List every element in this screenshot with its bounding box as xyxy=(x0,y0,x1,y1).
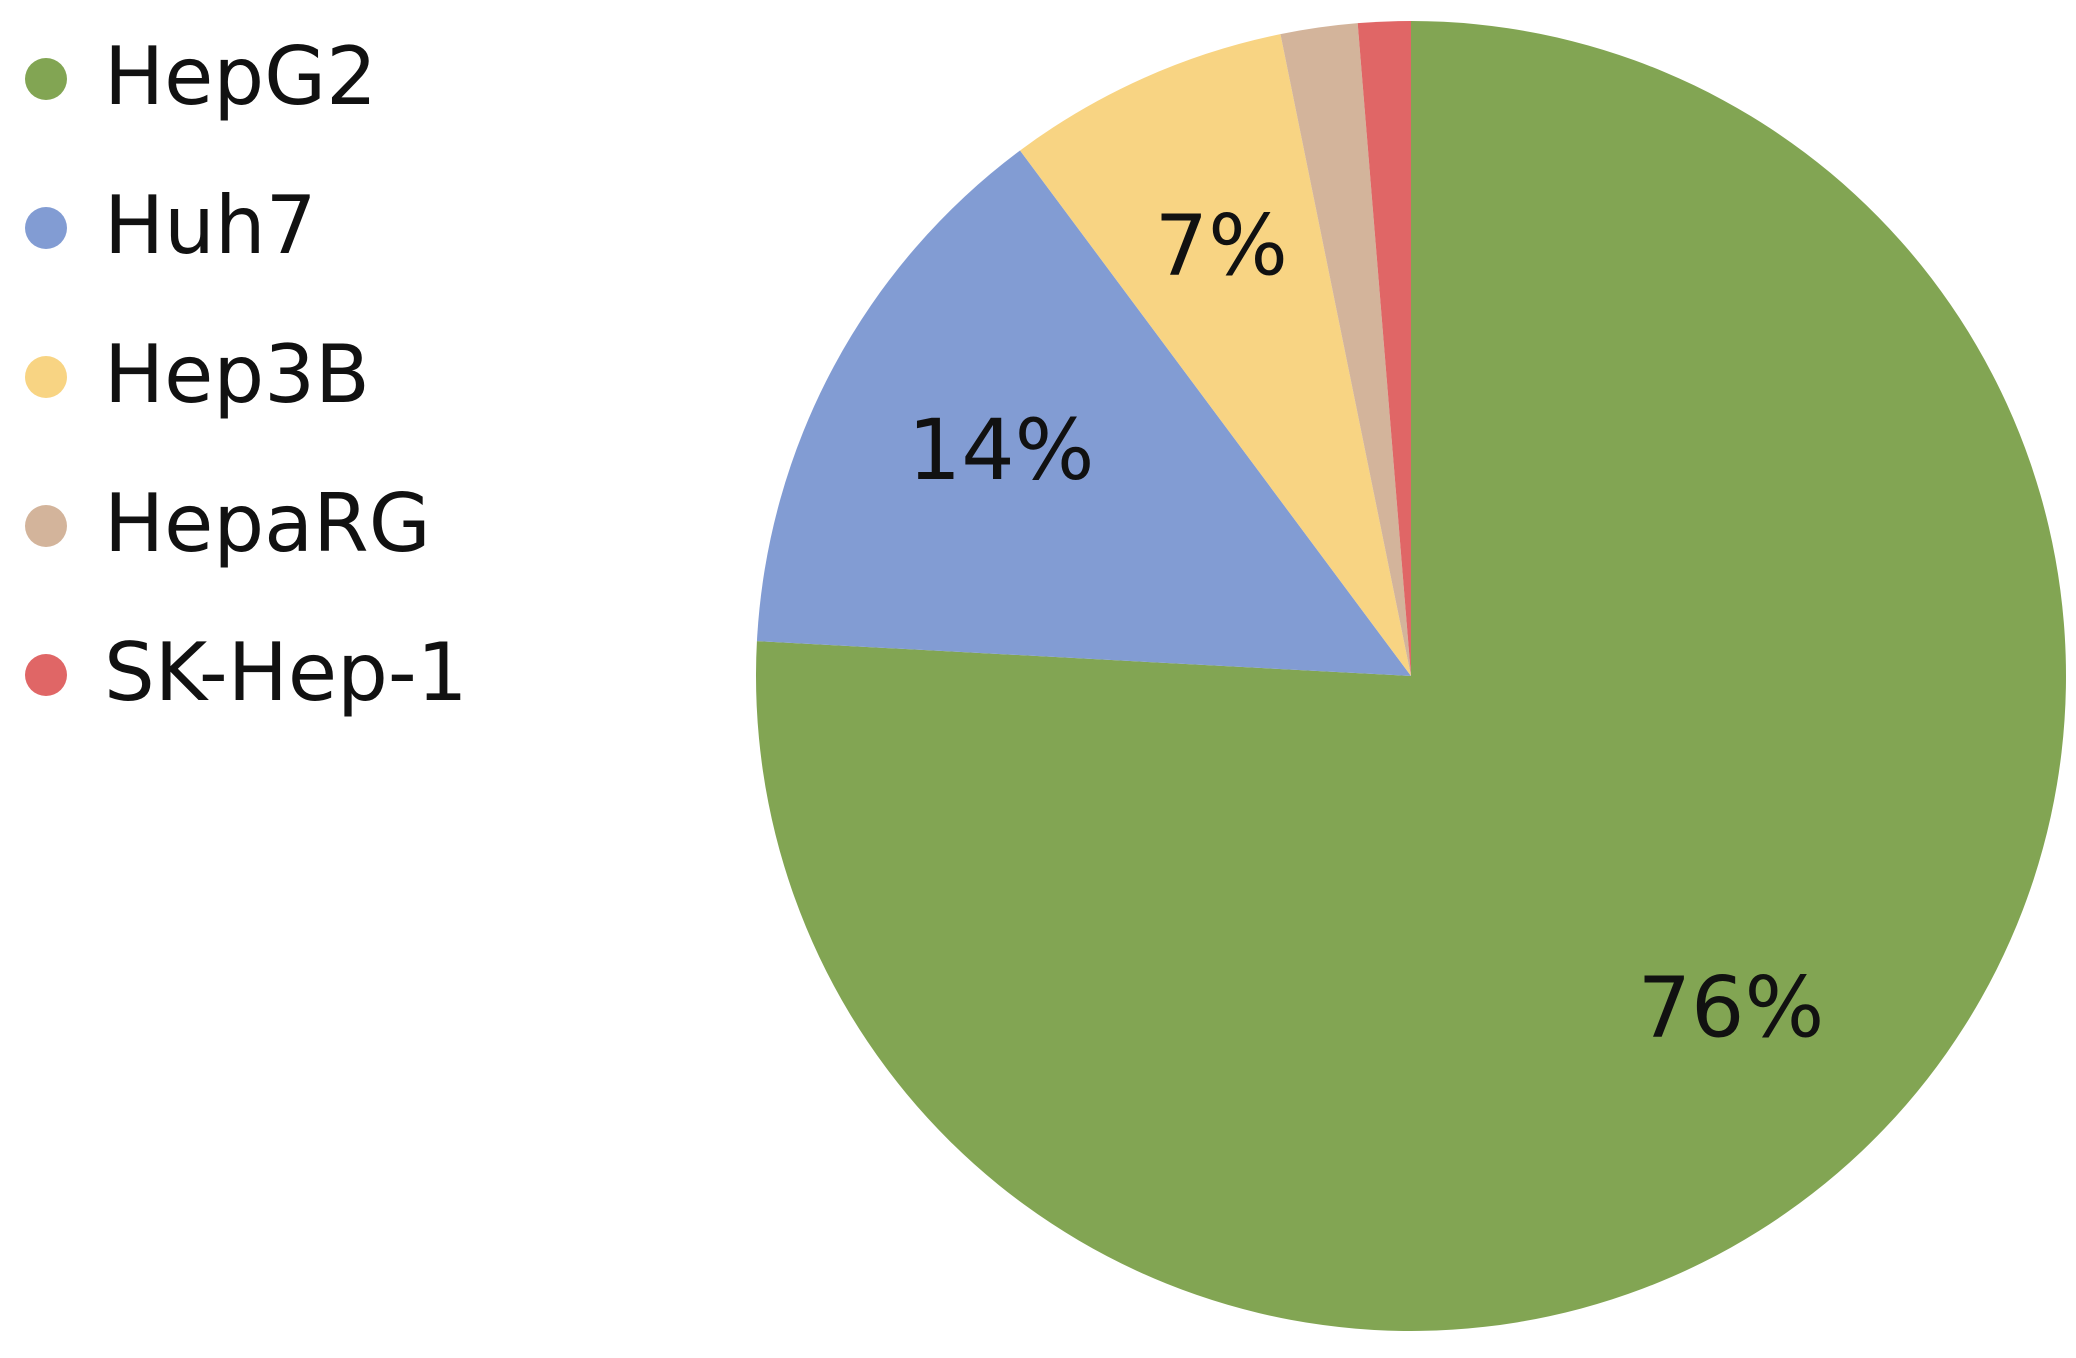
legend-marker xyxy=(25,356,67,398)
legend-text: Huh7 xyxy=(104,179,316,272)
pie-slice xyxy=(1020,34,1411,676)
slice-label: 14% xyxy=(908,401,1095,499)
legend-text: HepaRG xyxy=(104,477,431,570)
legend-marker xyxy=(25,505,67,547)
legend-marker xyxy=(25,58,67,100)
legend-text: Hep3B xyxy=(104,328,370,421)
slice-label: 76% xyxy=(1638,958,1825,1056)
legend-marker xyxy=(25,207,67,249)
legend-text: SK-Hep-1 xyxy=(104,626,468,719)
pie-slice xyxy=(1357,21,1411,676)
pie-slice xyxy=(1280,23,1411,677)
legend-marker xyxy=(25,654,67,696)
legend-text: HepG2 xyxy=(104,30,377,123)
pie-slice xyxy=(756,150,1411,676)
slice-label: 7% xyxy=(1155,196,1288,294)
